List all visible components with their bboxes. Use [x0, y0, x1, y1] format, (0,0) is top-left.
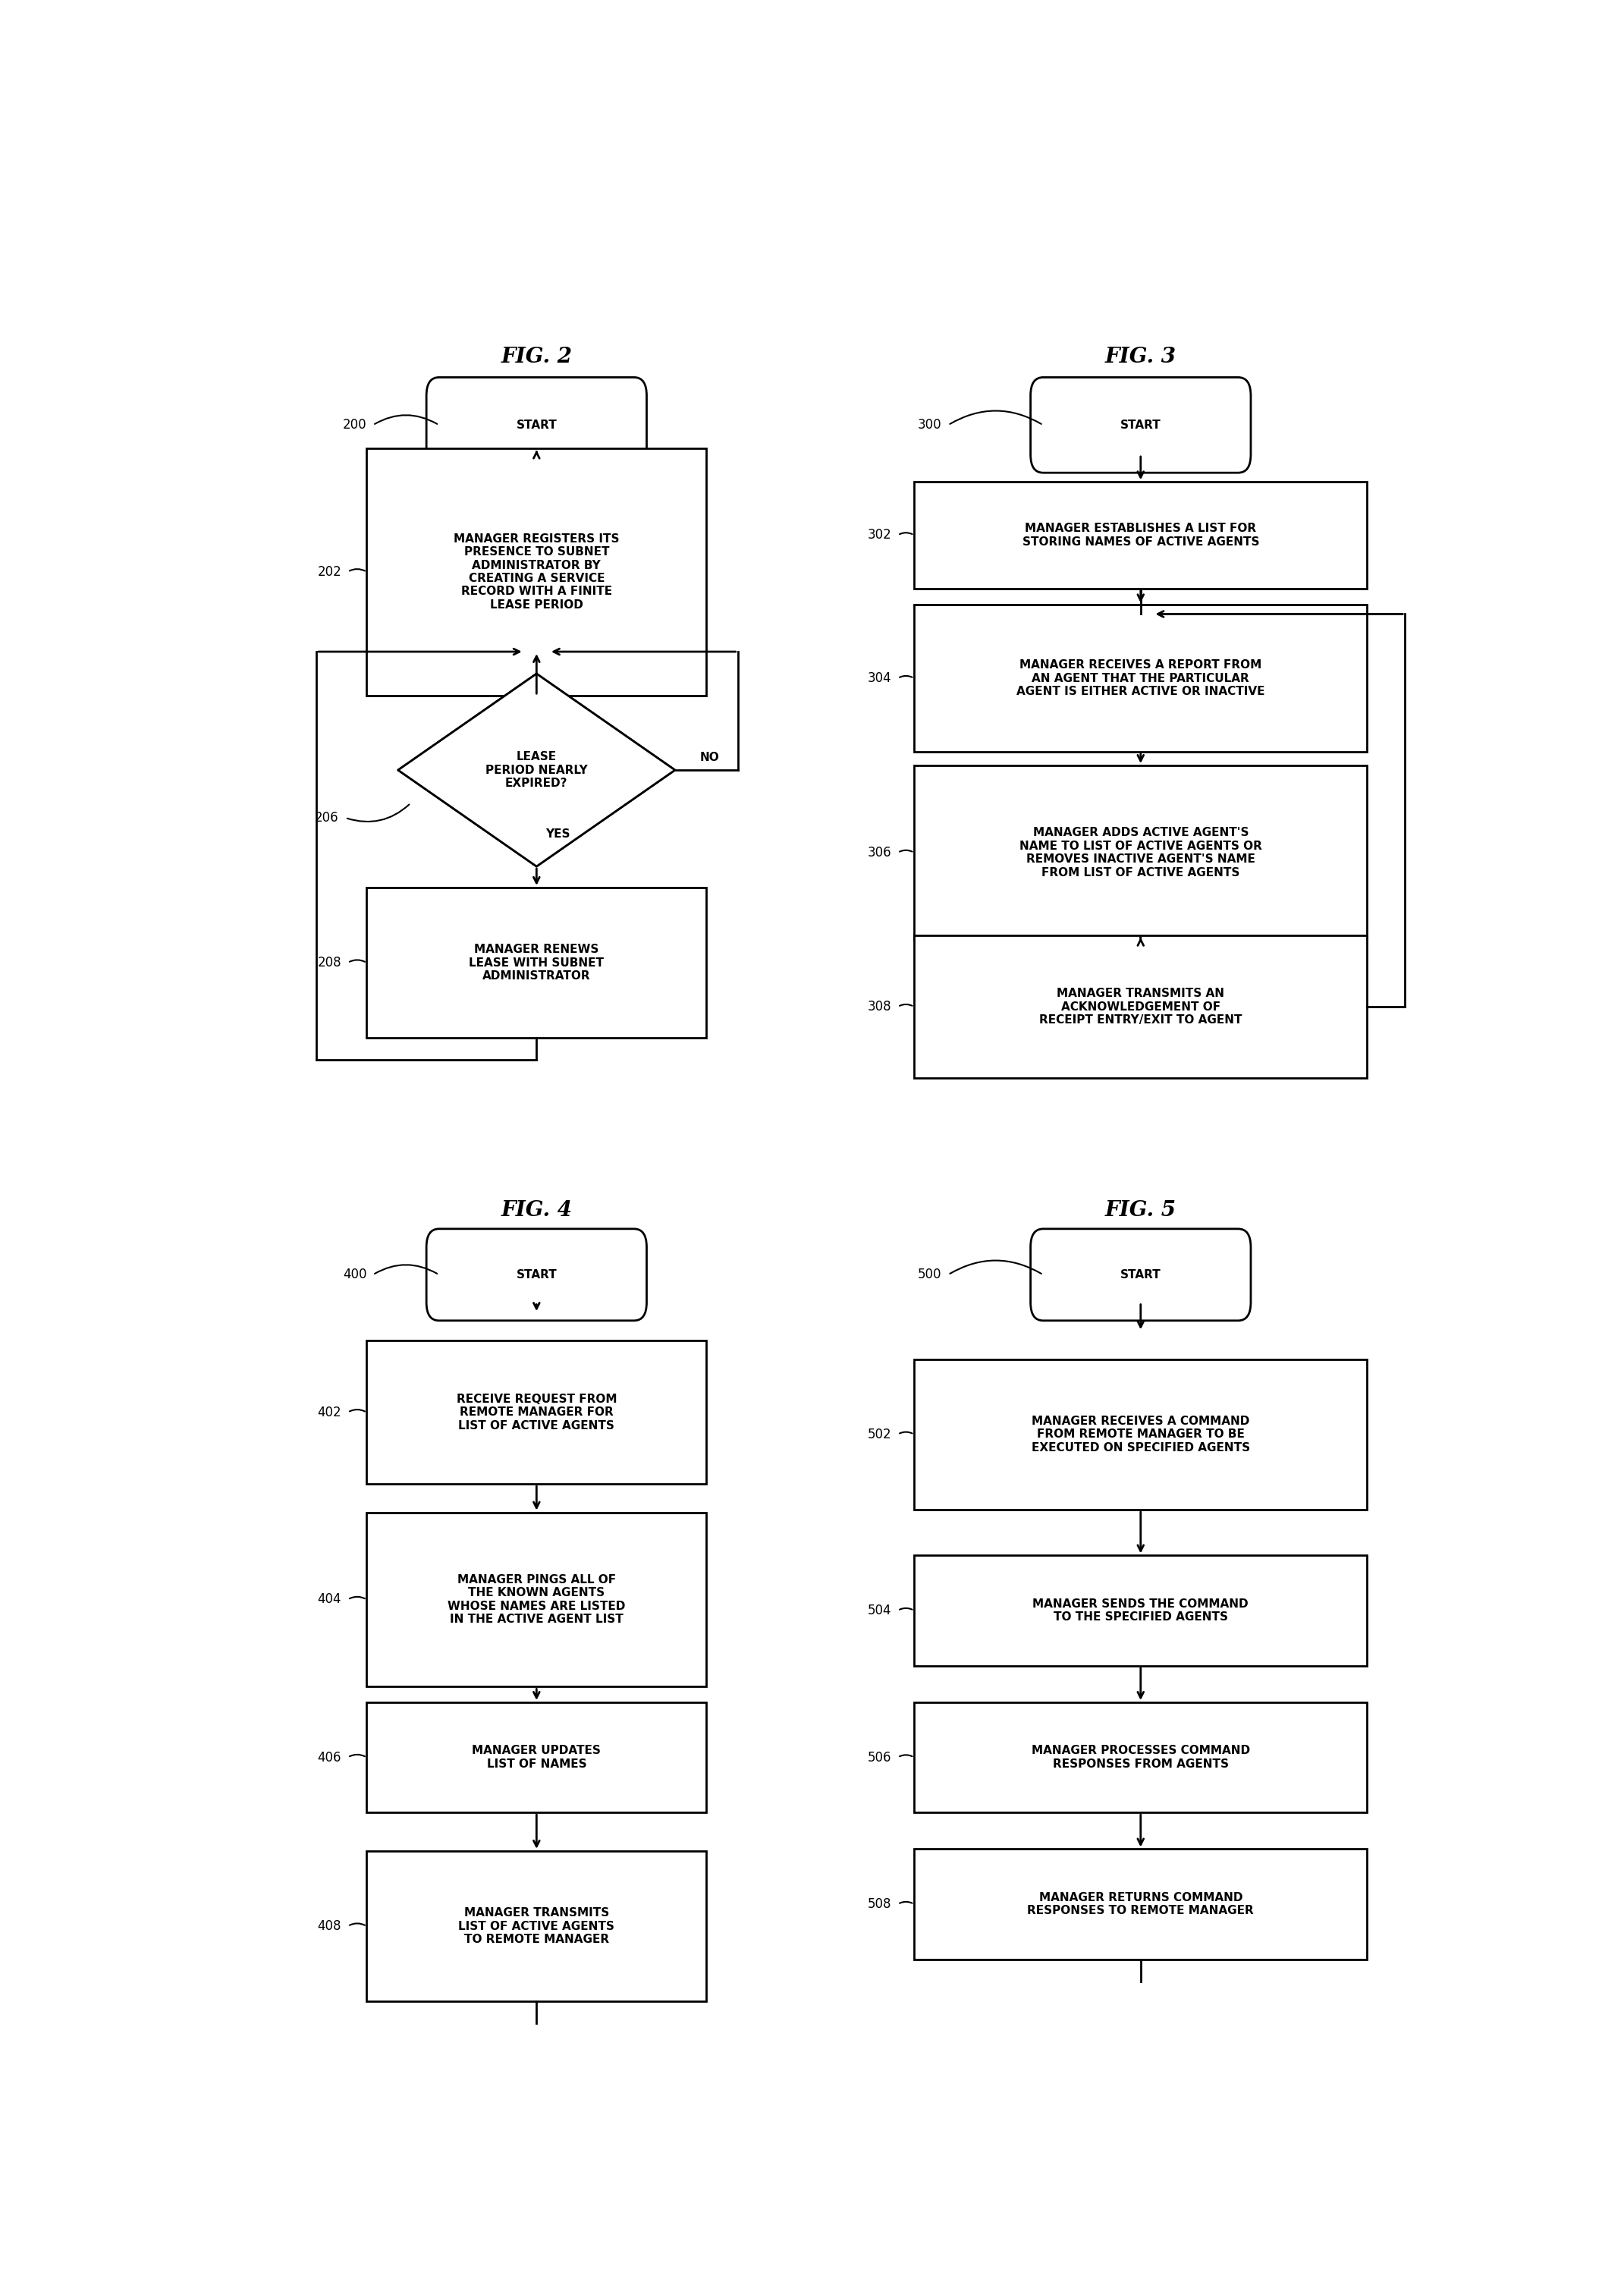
Text: MANAGER RENEWS
LEASE WITH SUBNET
ADMINISTRATOR: MANAGER RENEWS LEASE WITH SUBNET ADMINIS…: [469, 945, 604, 982]
Bar: [914, 604, 1367, 753]
Text: MANAGER REGISTERS ITS
PRESENCE TO SUBNET
ADMINISTRATOR BY
CREATING A SERVICE
REC: MANAGER REGISTERS ITS PRESENCE TO SUBNET…: [453, 533, 619, 611]
Text: MANAGER ESTABLISHES A LIST FOR
STORING NAMES OF ACTIVE AGENTS: MANAGER ESTABLISHES A LIST FOR STORING N…: [1021, 524, 1259, 547]
Text: START: START: [516, 419, 557, 430]
Text: 206: 206: [315, 810, 339, 824]
Text: 406: 406: [318, 1750, 341, 1764]
FancyBboxPatch shape: [1031, 378, 1250, 474]
Bar: [914, 1849, 1367, 1959]
Text: 402: 402: [317, 1405, 341, 1419]
Text: FIG. 2: FIG. 2: [500, 348, 572, 368]
Text: NO: NO: [700, 750, 719, 762]
Text: 404: 404: [318, 1592, 341, 1606]
Text: FIG. 3: FIG. 3: [1104, 348, 1176, 368]
Bar: [367, 1341, 706, 1485]
Text: 302: 302: [867, 529, 892, 542]
Text: FIG. 5: FIG. 5: [1104, 1201, 1176, 1222]
Text: LEASE
PERIOD NEARLY
EXPIRED?: LEASE PERIOD NEARLY EXPIRED?: [486, 750, 588, 789]
Text: START: START: [1121, 1270, 1161, 1281]
Text: 504: 504: [867, 1604, 892, 1618]
Text: YES: YES: [546, 828, 570, 840]
Text: FIG. 4: FIG. 4: [500, 1201, 572, 1222]
Bar: [914, 1702, 1367, 1812]
Bar: [367, 1851, 706, 2002]
Text: 306: 306: [867, 847, 892, 860]
Text: MANAGER RETURNS COMMAND
RESPONSES TO REMOTE MANAGER: MANAGER RETURNS COMMAND RESPONSES TO REM…: [1028, 1892, 1254, 1917]
Text: 308: 308: [867, 1000, 892, 1014]
Bar: [914, 1556, 1367, 1666]
Bar: [914, 483, 1367, 588]
Text: MANAGER SENDS THE COMMAND
TO THE SPECIFIED AGENTS: MANAGER SENDS THE COMMAND TO THE SPECIFI…: [1033, 1599, 1249, 1622]
Bar: [367, 1702, 706, 1812]
Text: 202: 202: [317, 565, 341, 579]
Bar: [914, 766, 1367, 940]
FancyBboxPatch shape: [427, 1229, 646, 1320]
FancyBboxPatch shape: [427, 378, 646, 474]
Text: RECEIVE REQUEST FROM
REMOTE MANAGER FOR
LIST OF ACTIVE AGENTS: RECEIVE REQUEST FROM REMOTE MANAGER FOR …: [456, 1393, 617, 1432]
Text: MANAGER ADDS ACTIVE AGENT'S
NAME TO LIST OF ACTIVE AGENTS OR
REMOVES INACTIVE AG: MANAGER ADDS ACTIVE AGENT'S NAME TO LIST…: [1020, 828, 1262, 879]
Text: 200: 200: [343, 419, 367, 432]
Text: MANAGER TRANSMITS AN
ACKNOWLEDGEMENT OF
RECEIPT ENTRY/EXIT TO AGENT: MANAGER TRANSMITS AN ACKNOWLEDGEMENT OF …: [1039, 988, 1242, 1025]
Text: 400: 400: [343, 1268, 367, 1281]
Bar: [367, 888, 706, 1039]
Text: 208: 208: [317, 956, 341, 970]
Bar: [367, 1512, 706, 1686]
Text: 304: 304: [867, 670, 892, 684]
Bar: [914, 1359, 1367, 1510]
Text: MANAGER PINGS ALL OF
THE KNOWN AGENTS
WHOSE NAMES ARE LISTED
IN THE ACTIVE AGENT: MANAGER PINGS ALL OF THE KNOWN AGENTS WH…: [448, 1574, 625, 1624]
Bar: [367, 448, 706, 696]
Text: START: START: [516, 1270, 557, 1281]
Text: 500: 500: [918, 1268, 942, 1281]
Text: START: START: [1121, 419, 1161, 430]
Text: 300: 300: [918, 419, 942, 432]
Text: 502: 502: [867, 1428, 892, 1441]
Polygon shape: [398, 673, 676, 867]
Text: MANAGER TRANSMITS
LIST OF ACTIVE AGENTS
TO REMOTE MANAGER: MANAGER TRANSMITS LIST OF ACTIVE AGENTS …: [458, 1908, 614, 1945]
Text: 508: 508: [867, 1897, 892, 1910]
FancyBboxPatch shape: [1031, 1229, 1250, 1320]
Text: MANAGER PROCESSES COMMAND
RESPONSES FROM AGENTS: MANAGER PROCESSES COMMAND RESPONSES FROM…: [1031, 1746, 1250, 1769]
Text: 506: 506: [867, 1750, 892, 1764]
Text: MANAGER UPDATES
LIST OF NAMES: MANAGER UPDATES LIST OF NAMES: [473, 1746, 601, 1769]
Bar: [914, 936, 1367, 1078]
Text: MANAGER RECEIVES A COMMAND
FROM REMOTE MANAGER TO BE
EXECUTED ON SPECIFIED AGENT: MANAGER RECEIVES A COMMAND FROM REMOTE M…: [1031, 1416, 1250, 1453]
Text: 408: 408: [318, 1920, 341, 1933]
Text: MANAGER RECEIVES A REPORT FROM
AN AGENT THAT THE PARTICULAR
AGENT IS EITHER ACTI: MANAGER RECEIVES A REPORT FROM AN AGENT …: [1017, 659, 1265, 698]
